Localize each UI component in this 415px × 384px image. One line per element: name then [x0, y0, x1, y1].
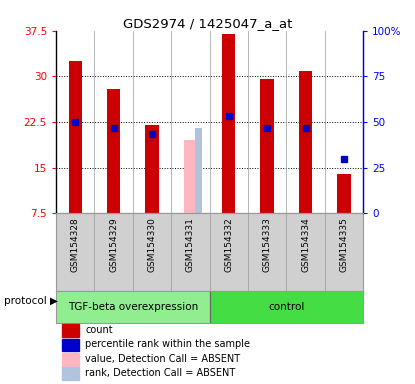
Bar [210, 291, 363, 323]
Text: count: count [85, 325, 113, 335]
Text: GSM154331: GSM154331 [186, 217, 195, 272]
Bar [195, 128, 202, 213]
Bar [62, 339, 79, 351]
Text: GSM154335: GSM154335 [339, 217, 349, 272]
Text: rank, Detection Call = ABSENT: rank, Detection Call = ABSENT [85, 368, 235, 378]
Text: value, Detection Call = ABSENT: value, Detection Call = ABSENT [85, 354, 240, 364]
Text: GSM154329: GSM154329 [109, 217, 118, 272]
Bar [184, 140, 197, 213]
Text: protocol ▶: protocol ▶ [4, 296, 58, 306]
Text: GSM154334: GSM154334 [301, 217, 310, 272]
Text: GSM154328: GSM154328 [71, 217, 80, 272]
Text: GDS2974 / 1425047_a_at: GDS2974 / 1425047_a_at [123, 17, 292, 30]
Bar [62, 324, 79, 337]
Text: GSM154330: GSM154330 [147, 217, 156, 272]
Text: control: control [268, 302, 305, 312]
Bar [299, 71, 312, 213]
Text: percentile rank within the sample: percentile rank within the sample [85, 339, 250, 349]
Bar [261, 79, 274, 213]
Bar [62, 353, 79, 366]
Bar [68, 61, 82, 213]
Bar [107, 89, 120, 213]
Bar [222, 34, 235, 213]
Bar [337, 174, 351, 213]
Text: GSM154332: GSM154332 [224, 217, 233, 272]
Text: TGF-beta overexpression: TGF-beta overexpression [68, 302, 198, 312]
Bar [145, 125, 159, 213]
Bar [56, 291, 210, 323]
Text: GSM154333: GSM154333 [263, 217, 272, 272]
Bar [62, 367, 79, 380]
